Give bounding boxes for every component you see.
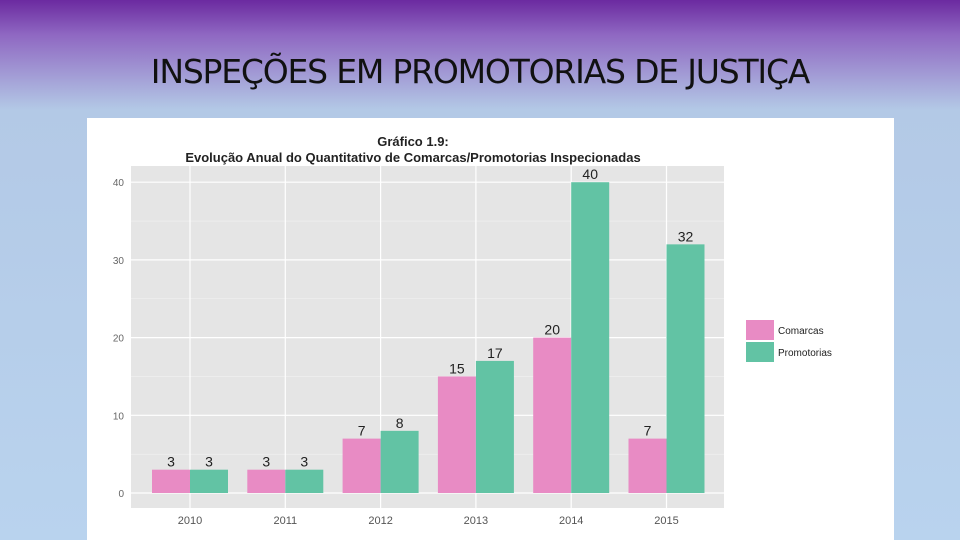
data-labels: 3 3 7 15 20 7 3 3 8 17 40 32 [167,166,693,469]
bar-comarcas [628,438,667,493]
legend-swatch-promotorias [746,342,774,362]
bar-promotorias [571,182,610,493]
data-label: 8 [396,415,404,431]
bar-chart: Gráfico 1.9: Evolução Anual do Quantitat… [113,134,832,527]
y-tick-label: 30 [113,256,125,267]
data-label: 7 [358,423,366,439]
bar-comarcas [247,469,286,493]
legend-label-promotorias: Promotorias [778,348,832,359]
data-label: 17 [487,345,503,361]
legend-label-comarcas: Comarcas [778,326,824,337]
data-label: 3 [205,454,213,470]
x-tick-label: 2011 [273,515,297,527]
x-tick-label: 2015 [654,515,678,527]
chart-panel: Gráfico 1.9: Evolução Anual do Quantitat… [87,118,894,540]
data-label: 32 [678,228,694,244]
x-tick-label: 2010 [178,515,202,527]
data-label: 15 [449,360,465,376]
bar-comarcas [342,438,381,493]
bar-comarcas [437,376,476,493]
y-tick-label: 0 [118,489,124,500]
bar-comarcas [152,469,190,493]
y-tick-label: 20 [113,334,125,345]
legend: Comarcas Promotorias [746,320,832,362]
bar-promotorias [475,360,514,493]
x-tick-label: 2012 [368,515,392,527]
y-axis-ticks: 0 10 20 30 40 [113,178,125,500]
x-tick-label: 2013 [464,515,488,527]
bar-promotorias [380,430,419,493]
chart-title: Gráfico 1.9: [377,134,449,149]
data-label: 3 [300,454,308,470]
bar-promotorias [285,469,324,493]
bars [152,182,705,493]
y-tick-label: 10 [113,411,125,422]
data-label: 3 [167,454,175,470]
x-tick-label: 2014 [559,515,583,527]
bar-comarcas [533,337,572,493]
data-label: 40 [582,166,598,182]
data-label: 7 [644,423,652,439]
slide-title: INSPEÇÕES EM PROMOTORIAS DE JUSTIÇA [150,52,811,91]
legend-swatch-comarcas [746,320,774,340]
data-label: 3 [262,454,270,470]
chart-subtitle: Evolução Anual do Quantitativo de Comarc… [185,150,640,165]
x-axis-ticks: 2010 2011 2012 2013 2014 2015 [178,515,679,527]
y-tick-label: 40 [113,178,125,189]
data-label: 20 [544,322,560,338]
bar-promotorias [190,469,228,493]
bar-promotorias [666,244,705,493]
